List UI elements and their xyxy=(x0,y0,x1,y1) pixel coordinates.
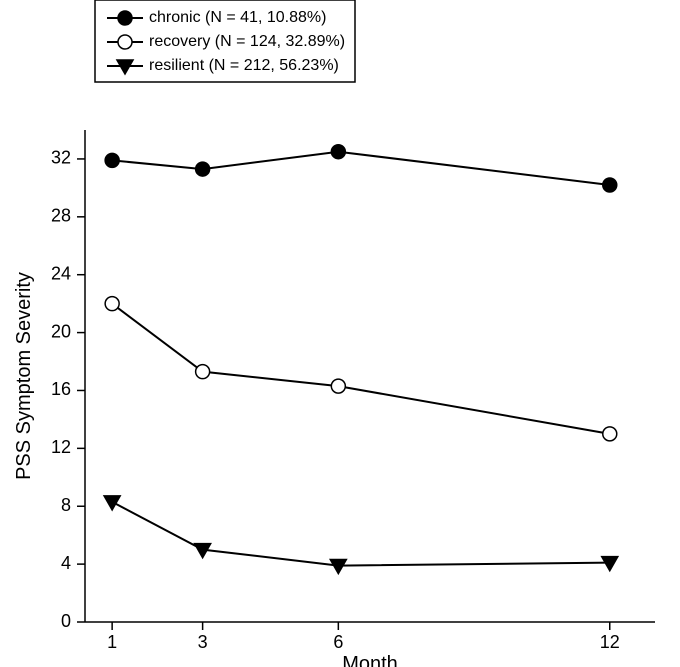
y-tick-label: 32 xyxy=(51,148,71,168)
x-tick-label: 3 xyxy=(198,632,208,652)
y-tick-label: 16 xyxy=(51,379,71,399)
x-tick-label: 1 xyxy=(107,632,117,652)
y-tick-label: 0 xyxy=(61,611,71,631)
y-tick-label: 12 xyxy=(51,437,71,457)
legend-label-chronic: chronic (N = 41, 10.88%) xyxy=(149,9,326,26)
y-axis-label: PSS Symptom Severity xyxy=(13,272,35,480)
y-tick-label: 24 xyxy=(51,263,71,283)
y-tick-label: 4 xyxy=(61,553,71,573)
chart-svg: 0 4 8 12 16 20 24 28 32 1 3 6 12 Month PSS Symptom Sev… xyxy=(0,0,680,667)
legend-label-resilient: resilient (N = 212, 56.23%) xyxy=(149,57,339,74)
y-tick-label: 8 xyxy=(61,495,71,515)
x-axis-label: Month xyxy=(342,653,398,667)
legend-label-recovery: recovery (N = 124, 32.89%) xyxy=(149,33,345,50)
legend: chronic (N = 41, 10.88%) recovery (N = 12… xyxy=(95,0,355,82)
pss-chart: 0 4 8 12 16 20 24 28 32 1 3 6 12 Month PSS Symptom Sev… xyxy=(0,0,680,667)
x-tick-label: 12 xyxy=(600,632,620,652)
y-tick-label: 20 xyxy=(51,321,71,341)
x-tick-label: 6 xyxy=(333,632,343,652)
y-tick-label: 28 xyxy=(51,206,71,226)
